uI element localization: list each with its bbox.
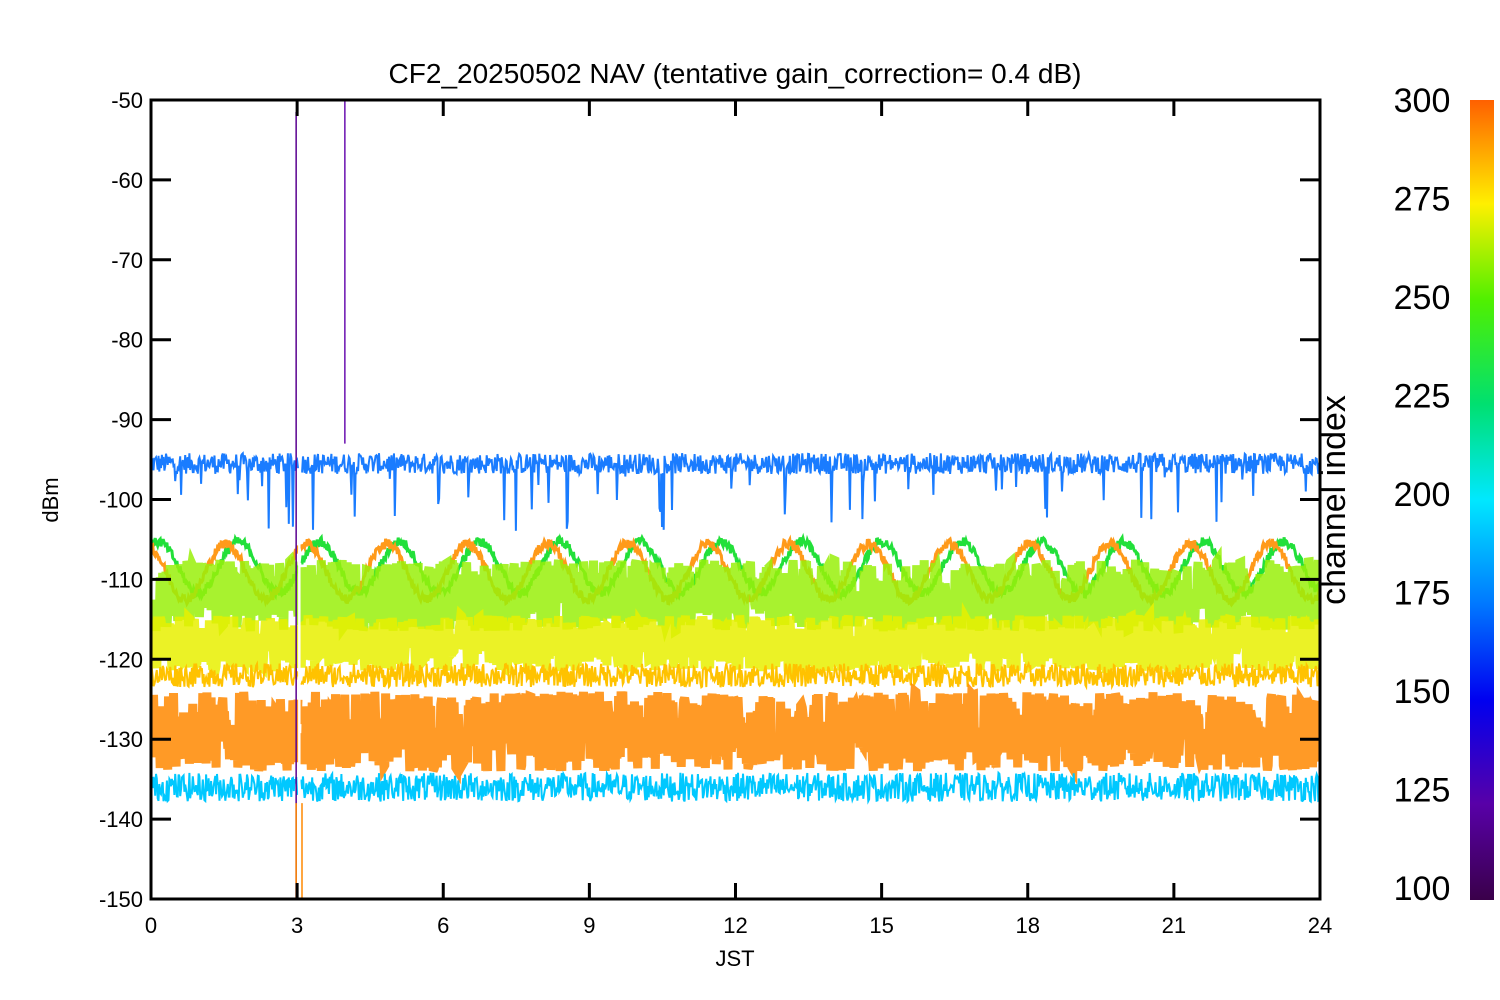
y-tick-label-3: -80	[111, 328, 143, 353]
y-axis-title: dBm	[38, 477, 63, 522]
x-tick-label-4: 12	[723, 913, 747, 938]
x-axis: 0 3 6 9 12 15 18 21 24	[145, 100, 1332, 938]
chart-title: CF2_20250502 NAV (tentative gain_correct…	[389, 58, 1082, 89]
colorbar-tick-label-2: 250	[1394, 279, 1451, 317]
series-channel-278	[151, 660, 1320, 691]
x-tick-label-0: 0	[145, 913, 157, 938]
series-layer	[151, 100, 1320, 899]
x-axis-title: JST	[715, 946, 754, 971]
y-tick-label-7: -120	[99, 647, 143, 672]
colorbar-tick-label-5: 175	[1394, 575, 1451, 613]
colorbar	[1470, 100, 1494, 900]
colorbar-tick-label-0: 300	[1394, 82, 1451, 120]
colorbar-tick-label-6: 150	[1394, 673, 1451, 711]
y-tick-label-2: -70	[111, 248, 143, 273]
colorbar-tick-label-8: 100	[1394, 870, 1451, 908]
x-tick-label-3: 9	[583, 913, 595, 938]
colorbar-tick-label-1: 275	[1394, 181, 1451, 219]
y-tick-label-4: -90	[111, 408, 143, 433]
y-tick-label-5: -100	[99, 488, 143, 513]
x-tick-label-7: 21	[1162, 913, 1186, 938]
y-axis: -50 -60 -70 -80 -90 -100 -110 -120 -130 -140 -150	[99, 88, 1320, 912]
y-tick-label-8: -130	[99, 727, 143, 752]
x-tick-label-1: 3	[291, 913, 303, 938]
y-tick-label-9: -140	[99, 807, 143, 832]
y-tick-label-1: -60	[111, 168, 143, 193]
x-tick-label-6: 18	[1016, 913, 1040, 938]
y-tick-label-0: -50	[111, 88, 143, 113]
y-tick-label-10: -150	[99, 887, 143, 912]
series-channel-270	[151, 601, 1320, 684]
colorbar-ticks: 300 275 250 225 200 175 150 125 100	[1394, 82, 1451, 908]
y-tick-label-6: -110	[101, 567, 143, 592]
colorbar-tick-label-3: 225	[1394, 378, 1451, 416]
x-tick-label-8: 24	[1308, 913, 1332, 938]
series-channel-150	[151, 449, 1320, 531]
x-tick-label-2: 6	[437, 913, 449, 938]
colorbar-title: channel index	[1315, 395, 1353, 605]
series-channel-180	[151, 769, 1320, 805]
series-channel-292	[151, 682, 1320, 785]
colorbar-tick-label-4: 200	[1394, 476, 1451, 514]
colorbar-tick-label-7: 125	[1394, 772, 1451, 810]
x-tick-label-5: 15	[869, 913, 893, 938]
data-gap	[298, 539, 301, 820]
